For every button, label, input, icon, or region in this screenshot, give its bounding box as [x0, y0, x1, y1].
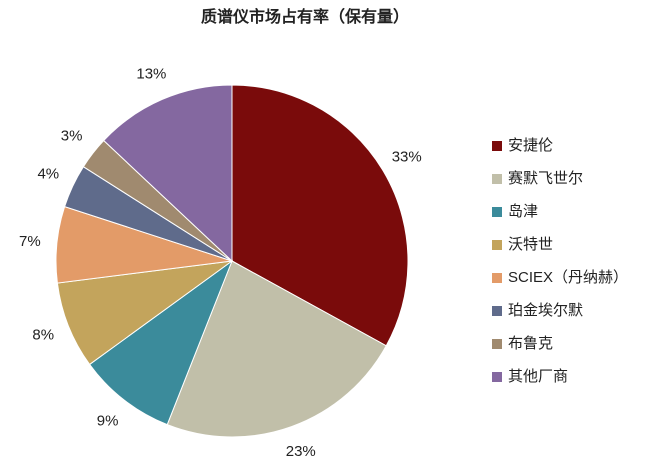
legend-swatch	[492, 207, 502, 217]
legend-label: 布鲁克	[508, 335, 553, 352]
pie-slice	[231, 84, 409, 347]
legend-label: 安捷伦	[508, 137, 553, 154]
legend-label: 沃特世	[508, 236, 553, 253]
pie-slice	[102, 84, 233, 263]
data-label: 8%	[32, 327, 54, 344]
legend-label: 珀金埃尔默	[508, 302, 583, 319]
legend-label: 赛默飞世尔	[508, 170, 583, 187]
legend-swatch	[492, 141, 502, 151]
legend-label: 岛津	[508, 203, 538, 220]
legend-swatch	[492, 306, 502, 316]
legend-label: 其他厂商	[508, 368, 568, 385]
data-label: 9%	[97, 412, 119, 429]
pie-slice	[56, 260, 233, 366]
legend-swatch	[492, 339, 502, 349]
chart-title: 质谱仪市场占有率（保有量）	[201, 7, 409, 26]
data-label: 4%	[37, 166, 59, 183]
pie-slice	[88, 259, 234, 426]
legend-label: SCIEX（丹纳赫）	[508, 269, 628, 286]
legend-swatch	[492, 372, 502, 382]
data-label: 3%	[61, 128, 83, 145]
data-label: 23%	[286, 443, 316, 460]
legend-swatch	[492, 240, 502, 250]
data-label: 7%	[19, 233, 41, 250]
data-label: 13%	[136, 66, 166, 83]
legend-swatch	[492, 174, 502, 184]
pie-slice	[166, 260, 387, 438]
legend-swatch	[492, 273, 502, 283]
data-label: 33%	[392, 149, 422, 166]
